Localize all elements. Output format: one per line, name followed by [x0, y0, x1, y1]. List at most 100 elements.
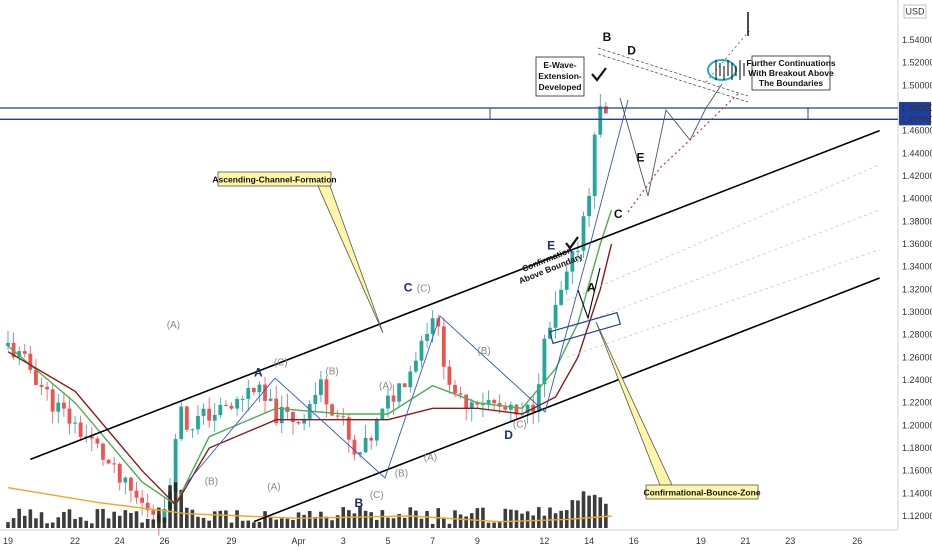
- volume-bar: [17, 508, 21, 528]
- volume-bar: [324, 516, 329, 528]
- candle-body: [559, 289, 564, 305]
- candle-body: [218, 404, 223, 416]
- volume-bar: [531, 515, 536, 528]
- wave-label: A: [587, 281, 596, 295]
- candle-body: [430, 318, 435, 335]
- volume-bar: [414, 510, 418, 528]
- y-tick-label: 1.52000: [902, 58, 932, 68]
- x-tick-label: 21: [741, 536, 751, 546]
- volume-bar: [145, 518, 150, 528]
- candle-body: [251, 387, 256, 393]
- volume-bar: [587, 495, 591, 528]
- x-tick-label: 3: [341, 536, 346, 546]
- candle-body: [28, 353, 33, 370]
- volume-bar: [481, 507, 485, 528]
- candle-body: [302, 418, 307, 424]
- candle-body: [190, 429, 195, 431]
- moving-average-line: [7, 487, 612, 523]
- candle-body: [67, 408, 72, 424]
- candle-body: [235, 399, 239, 409]
- candle-body: [61, 402, 66, 409]
- candle-body: [123, 477, 128, 483]
- volume-bar: [11, 518, 16, 528]
- candle-body: [207, 408, 212, 421]
- y-tick-label: 1.14000: [902, 488, 932, 498]
- candle-body: [89, 436, 94, 439]
- elliott-wave-path: [184, 99, 629, 486]
- volume-bar: [179, 489, 184, 528]
- volume-bar: [212, 511, 217, 528]
- ascending-channel-callout: Ascending-Channel-Formation: [212, 171, 384, 334]
- candle-body: [45, 386, 50, 390]
- volume-bar: [268, 517, 273, 528]
- volume-bar: [95, 509, 100, 528]
- candle-body: [363, 437, 368, 453]
- y-tick-label: 1.12000: [902, 511, 932, 521]
- candle-body: [274, 398, 279, 424]
- volume-bar: [386, 517, 390, 528]
- volume-bar: [90, 523, 94, 528]
- wave-labels: A(C)(A)(B)(A)(B)B(C)(A)C (C)(B)(A)(B)D(C)…: [167, 30, 645, 510]
- candle-body: [17, 351, 22, 358]
- candle-body: [106, 459, 111, 464]
- candle-body: [576, 250, 580, 252]
- check-icon: [591, 67, 607, 82]
- volume-bar: [363, 510, 368, 528]
- candle-body: [145, 502, 150, 511]
- y-tick-label: 1.32000: [902, 284, 932, 294]
- bounce-arrow: [577, 267, 601, 320]
- volume-bar: [347, 510, 351, 528]
- volume-bar: [419, 518, 424, 528]
- candle-body: [313, 395, 318, 405]
- wave-label: D: [627, 44, 636, 58]
- volume-bar: [447, 523, 452, 528]
- candle-body: [397, 383, 402, 402]
- check-icon: [565, 236, 579, 250]
- bounce-zone-callout: Confirmational-Bounce-Zone: [595, 321, 761, 500]
- annotation-line: Developed: [539, 82, 582, 92]
- annotation-confirmational-bounce-zone: Confirmational-Bounce-Zone: [643, 488, 760, 498]
- volume-bar: [464, 516, 468, 528]
- volume-bar: [224, 510, 228, 528]
- volume-bar: [6, 522, 10, 528]
- candle-body: [391, 395, 396, 402]
- volume-bar: [430, 523, 435, 528]
- wave-label: (C): [370, 490, 384, 501]
- candle-body: [419, 340, 424, 361]
- x-tick-label: 19: [696, 536, 706, 546]
- volume-bar: [123, 510, 128, 528]
- candle-body: [402, 383, 407, 388]
- volume-bar: [402, 517, 407, 528]
- wave-label: (A): [379, 381, 392, 392]
- volume-bar: [67, 509, 72, 528]
- candle-body: [458, 393, 463, 395]
- wave-label: C: [614, 207, 623, 221]
- y-tick-label: 1.16000: [902, 466, 932, 476]
- annotation-e-wave-extension: E-Wave-Extension-Developed: [538, 60, 582, 92]
- annotation-line: Extension-: [538, 71, 582, 81]
- candle-body: [263, 384, 267, 401]
- volume-bar: [84, 520, 89, 528]
- wave-label: (C): [513, 420, 527, 431]
- candle-body: [240, 398, 245, 400]
- candle-body: [224, 404, 228, 406]
- volume-bar: [291, 519, 295, 528]
- annotation-further-continuations: Further Continuations With Breakout Above…: [746, 58, 836, 88]
- candle-body: [570, 251, 575, 272]
- candle-body: [268, 398, 273, 401]
- volume-bar: [106, 518, 111, 528]
- channel-midline: [566, 164, 880, 302]
- candle-body: [542, 338, 547, 385]
- e-wave-extension-box: E-Wave-Extension-Developed: [535, 56, 607, 97]
- volume-bar: [503, 508, 508, 528]
- candle-body: [129, 477, 133, 491]
- volume-bar: [313, 516, 318, 528]
- candle-body: [492, 400, 497, 404]
- candle-body: [453, 384, 457, 394]
- volume-bar: [369, 512, 373, 528]
- volume-bar: [330, 520, 334, 528]
- channel-lower-boundary: [253, 277, 880, 523]
- candle-body: [374, 420, 379, 441]
- candle-body: [581, 216, 586, 251]
